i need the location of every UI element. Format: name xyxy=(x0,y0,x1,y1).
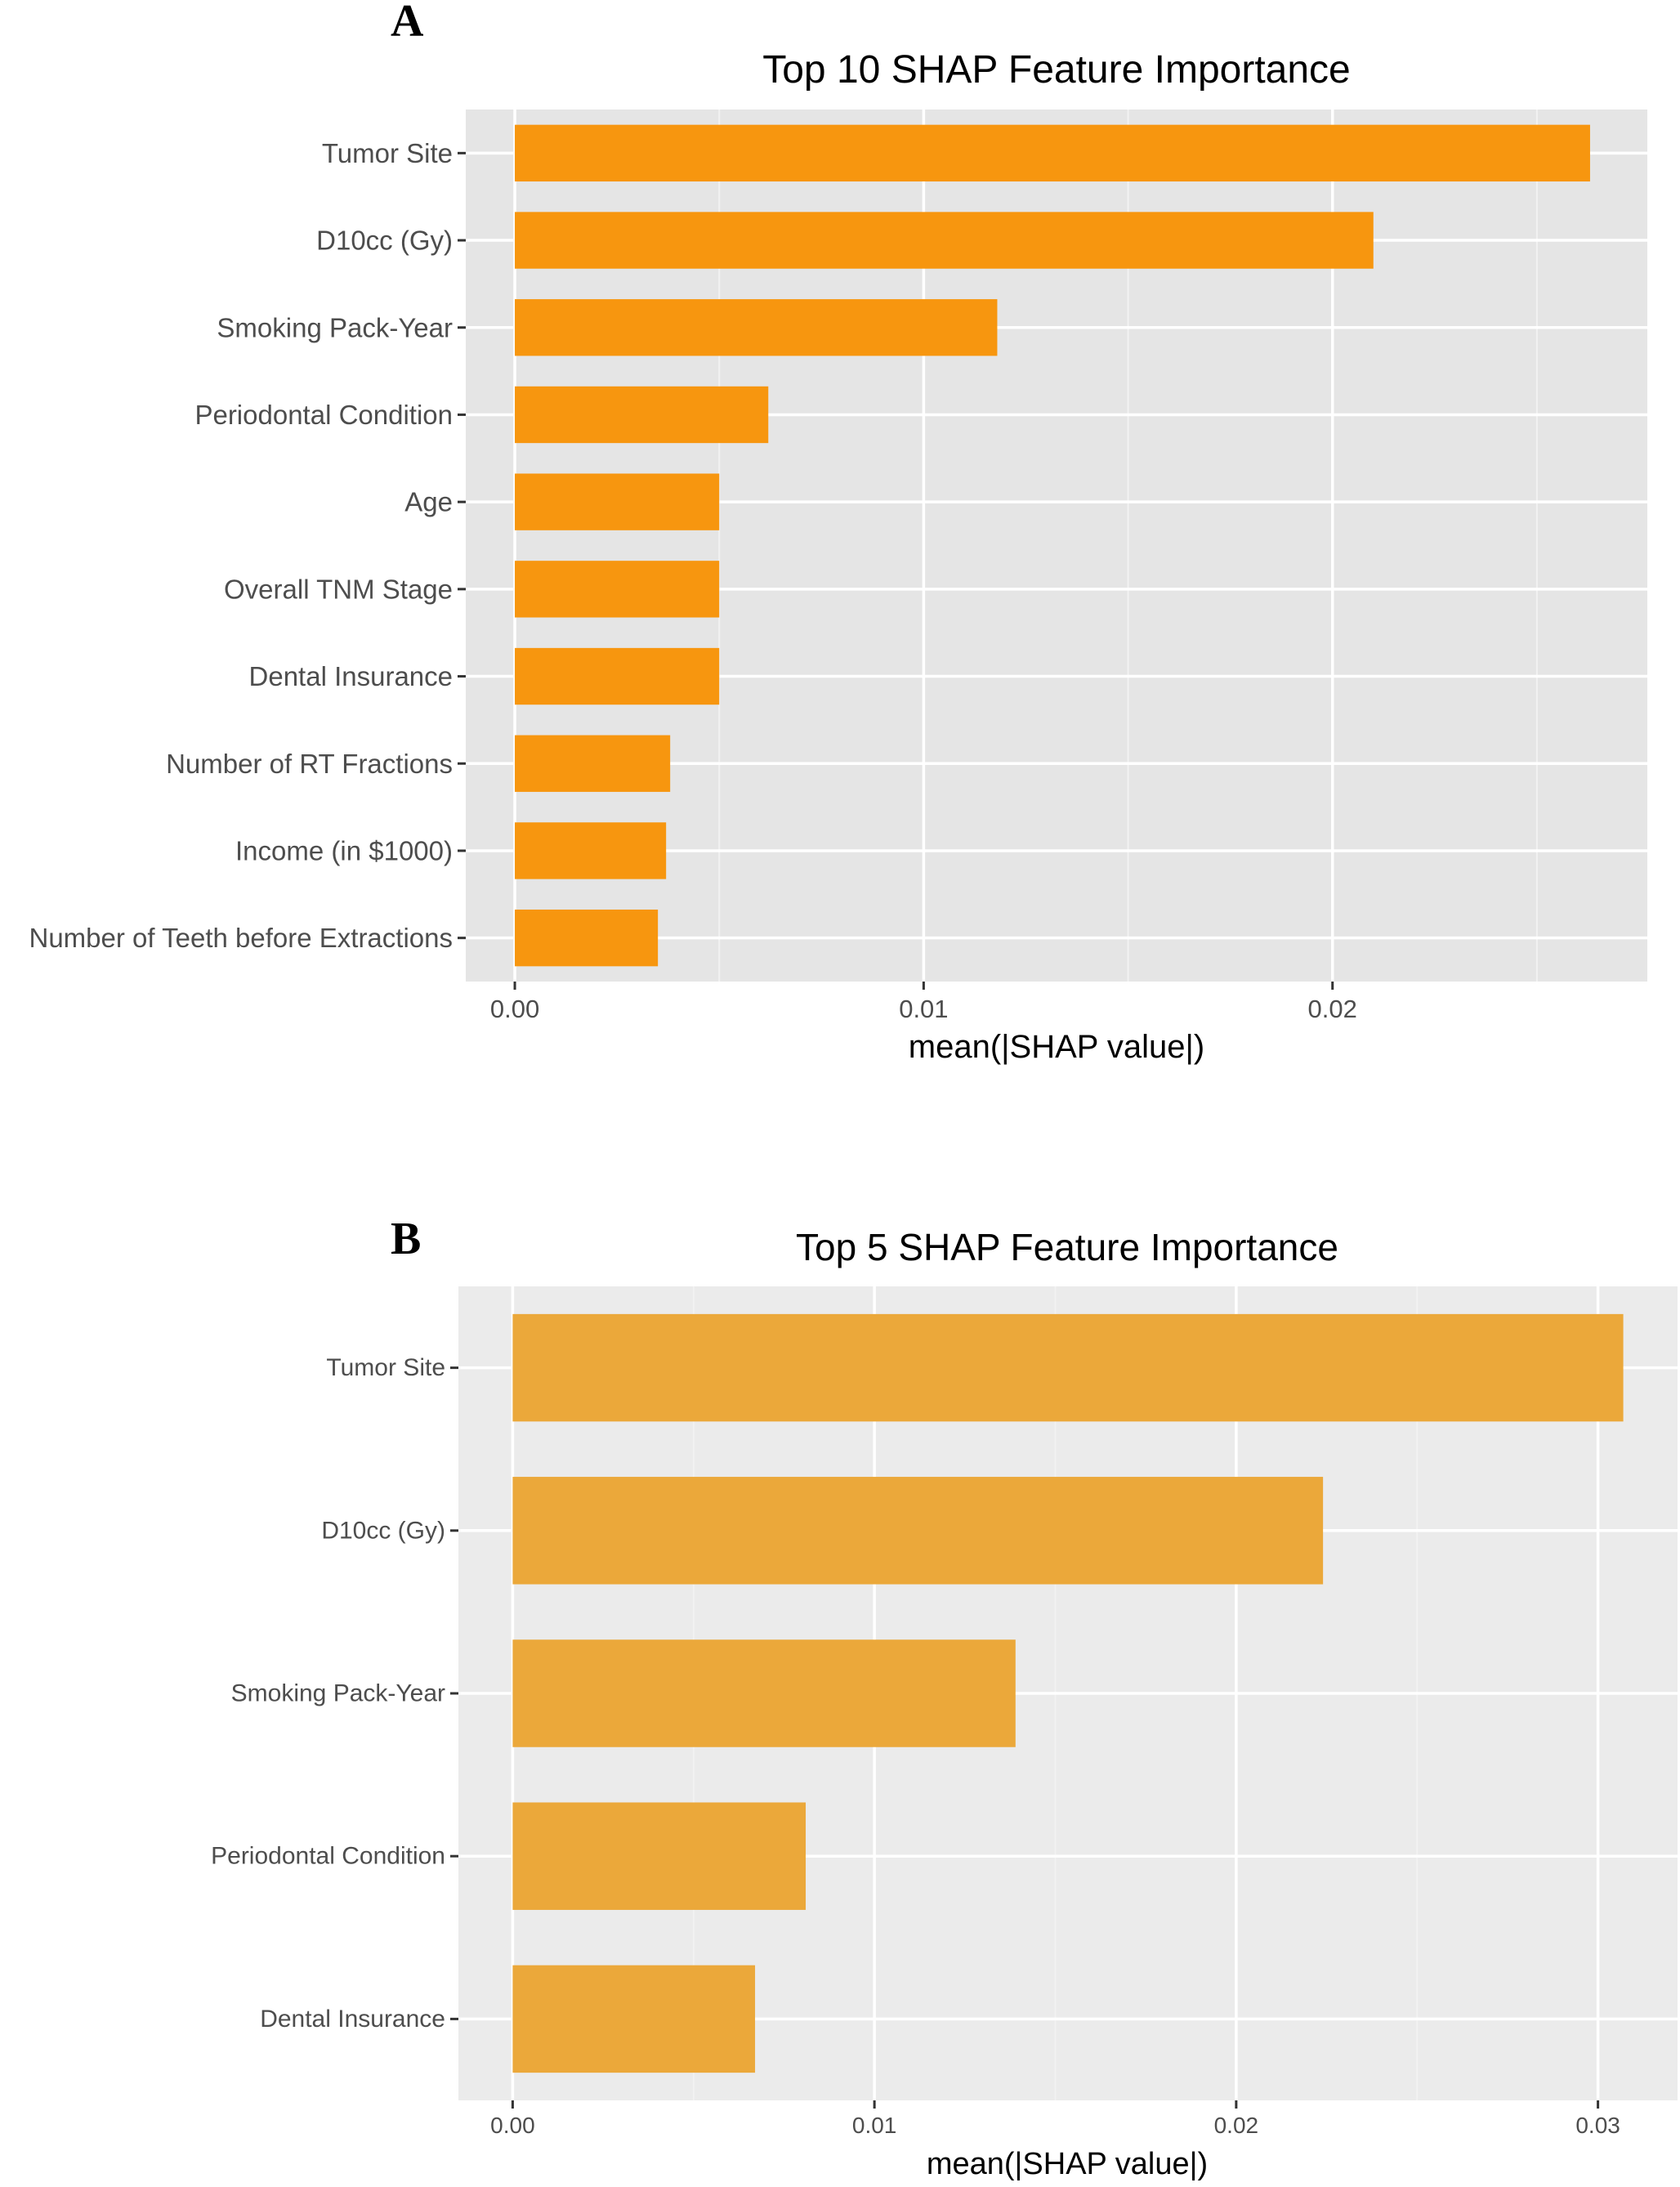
y-tick-label: Number of RT Fractions xyxy=(166,749,453,779)
panel-a-x-axis: 0.00 0.01 0.02 xyxy=(490,982,1357,1023)
bar-8 xyxy=(515,735,671,792)
panel-a-bars xyxy=(515,124,1590,967)
x-tick-label: 0.01 xyxy=(899,995,948,1023)
panel-b: B Top 5 SHAP Feature Importance Tumor Si… xyxy=(211,1214,1678,2181)
y-tick-label: Tumor Site xyxy=(326,1354,445,1381)
panel-b-x-axis: 0.00 0.01 0.02 0.03 xyxy=(490,2100,1620,2138)
panel-b-title: Top 5 SHAP Feature Importance xyxy=(796,1226,1338,1268)
x-tick-label: 0.03 xyxy=(1575,2113,1620,2138)
bar-6 xyxy=(515,561,720,618)
y-tick-label: Smoking Pack-Year xyxy=(231,1680,445,1707)
panel-a-x-axis-label: mean(|SHAP value|) xyxy=(909,1029,1204,1065)
bar-2 xyxy=(512,1477,1324,1585)
y-tick-label: Periodontal Condition xyxy=(194,400,453,430)
panel-b-letter: B xyxy=(391,1214,421,1264)
panel-a: A Top 10 SHAP Feature Importance Tumor S… xyxy=(29,0,1647,1065)
panel-a-y-axis: Tumor Site D10cc (Gy) Smoking Pack-Year Per… xyxy=(29,138,466,953)
bar-3 xyxy=(515,299,998,356)
bar-7 xyxy=(515,647,720,705)
y-tick-label: Income (in $1000) xyxy=(235,835,453,865)
x-tick-label: 0.00 xyxy=(490,2113,535,2138)
bar-3 xyxy=(512,1639,1016,1747)
panel-a-letter: A xyxy=(391,0,424,47)
panel-a-title: Top 10 SHAP Feature Importance xyxy=(762,48,1351,92)
y-tick-label: Tumor Site xyxy=(322,138,453,168)
x-tick-label: 0.01 xyxy=(852,2113,897,2138)
x-tick-label: 0.00 xyxy=(490,995,539,1023)
bar-5 xyxy=(515,473,720,530)
bar-4 xyxy=(512,1802,806,1910)
y-tick-label: D10cc (Gy) xyxy=(321,1517,445,1544)
y-tick-label: Dental Insurance xyxy=(249,661,453,691)
panel-b-x-axis-label: mean(|SHAP value|) xyxy=(927,2147,1208,2181)
y-tick-label: Number of Teeth before Extractions xyxy=(29,923,454,953)
panel-b-y-axis: Tumor Site D10cc (Gy) Smoking Pack-Year Per… xyxy=(211,1354,458,2033)
y-tick-label: Smoking Pack-Year xyxy=(217,312,453,342)
x-tick-label: 0.02 xyxy=(1308,995,1357,1023)
bar-9 xyxy=(515,822,667,879)
y-tick-label: Overall TNM Stage xyxy=(224,574,453,604)
bar-4 xyxy=(515,386,769,444)
y-tick-label: Periodontal Condition xyxy=(211,1843,445,1870)
bar-2 xyxy=(515,212,1374,269)
panel-b-bars xyxy=(512,1313,1624,2073)
bar-1 xyxy=(515,124,1590,182)
bar-10 xyxy=(515,909,659,967)
x-tick-label: 0.02 xyxy=(1214,2113,1259,2138)
bar-1 xyxy=(512,1313,1624,1422)
bar-5 xyxy=(512,1965,756,2073)
y-tick-label: Age xyxy=(404,487,453,517)
y-tick-label: D10cc (Gy) xyxy=(316,226,453,256)
y-tick-label: Dental Insurance xyxy=(260,2006,445,2033)
